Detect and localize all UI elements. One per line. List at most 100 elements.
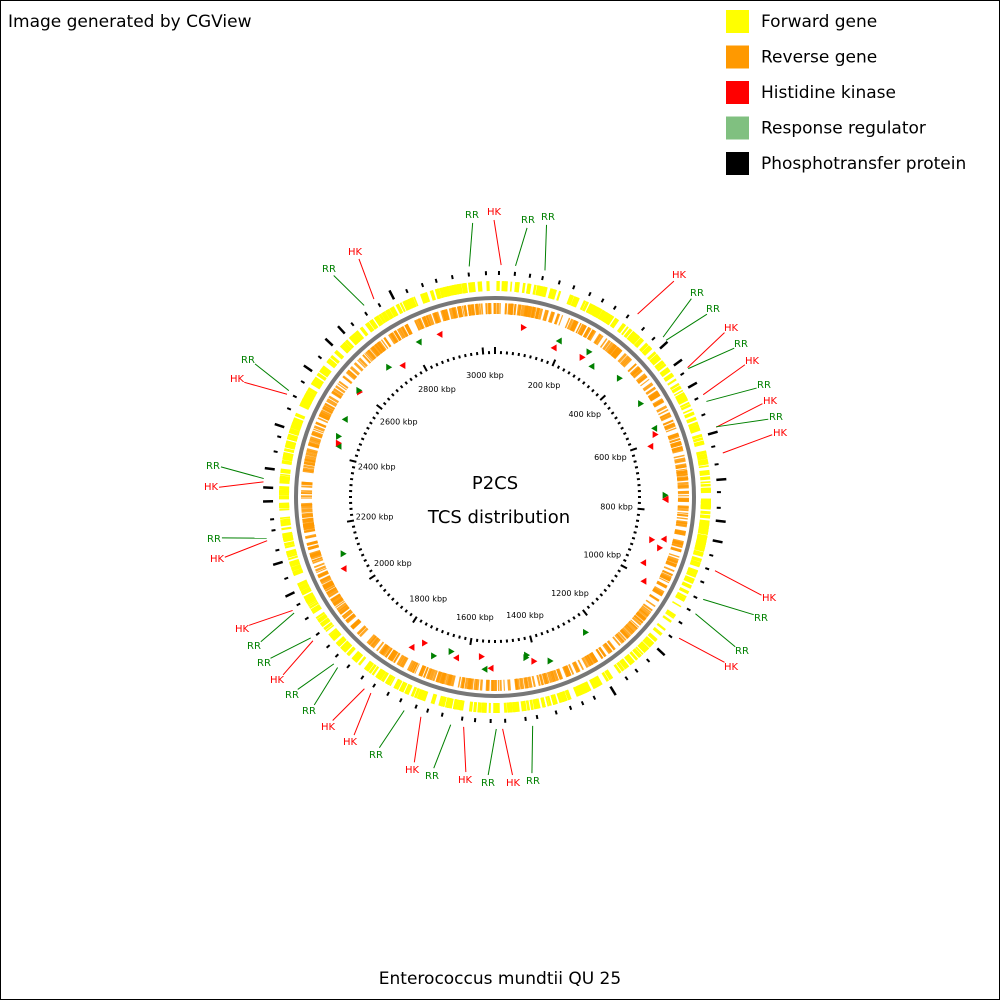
phosphotransfer-tick xyxy=(693,595,698,599)
forward-gene xyxy=(635,646,644,656)
reverse-gene xyxy=(401,657,409,668)
ruler-tick xyxy=(391,393,395,397)
forward-gene xyxy=(460,700,465,711)
phosphotransfer-tick xyxy=(678,620,683,625)
reverse-gene xyxy=(311,433,323,438)
phosphotransfer-tick xyxy=(646,658,651,663)
reverse-gene xyxy=(303,526,315,531)
callout-label: HK xyxy=(405,765,420,776)
reverse-gene xyxy=(382,646,391,657)
tcs-marker xyxy=(335,439,342,447)
reverse-gene xyxy=(328,590,339,598)
reverse-gene xyxy=(581,657,589,669)
ruler-label: 400 kbp xyxy=(568,410,601,419)
forward-gene xyxy=(590,677,599,689)
reverse-gene xyxy=(677,509,689,512)
reverse-gene xyxy=(513,304,517,316)
forward-gene xyxy=(606,315,614,326)
forward-gene xyxy=(678,398,689,405)
forward-gene xyxy=(320,618,331,628)
ruler-tick xyxy=(620,426,624,430)
callout-label: RR xyxy=(207,534,221,545)
forward-gene xyxy=(443,286,448,298)
reverse-gene xyxy=(675,463,687,468)
callout-line xyxy=(687,332,725,369)
reverse-gene xyxy=(633,614,644,624)
forward-gene xyxy=(395,303,403,315)
callout-line xyxy=(433,724,452,769)
forward-gene xyxy=(355,653,364,663)
ruler-tick xyxy=(627,442,632,446)
reverse-gene xyxy=(366,350,375,360)
forward-gene xyxy=(623,655,633,666)
callout-label: RR xyxy=(526,776,540,787)
reverse-gene xyxy=(595,334,604,346)
callout-label: HK xyxy=(348,247,363,258)
reverse-gene xyxy=(675,521,688,527)
reverse-gene xyxy=(475,679,480,691)
tcs-marker xyxy=(478,653,485,661)
forward-gene xyxy=(282,532,293,538)
forward-gene xyxy=(516,701,520,712)
forward-gene xyxy=(603,313,612,324)
tcs-marker xyxy=(336,432,343,440)
forward-gene xyxy=(698,460,709,466)
forward-gene xyxy=(369,664,377,674)
ruler-tick xyxy=(540,631,544,636)
reverse-gene xyxy=(641,605,652,614)
reverse-gene xyxy=(507,679,511,691)
forward-gene xyxy=(677,396,688,404)
forward-gene xyxy=(356,330,365,340)
forward-gene xyxy=(351,650,360,660)
reverse-gene xyxy=(558,314,564,326)
reverse-gene xyxy=(553,313,560,325)
reverse-gene xyxy=(350,619,361,629)
phosphotransfer-tick xyxy=(554,710,558,715)
ruler-tick xyxy=(429,365,434,369)
reverse-gene xyxy=(471,678,475,690)
reverse-gene xyxy=(380,644,390,656)
forward-gene xyxy=(452,284,457,295)
phosphotransfer-tick xyxy=(274,422,285,429)
tcs-marker xyxy=(386,363,393,371)
phosphotransfer-tick xyxy=(286,407,292,411)
forward-gene xyxy=(279,516,291,520)
forward-gene xyxy=(380,311,389,323)
ruler-label: 1600 kbp xyxy=(456,613,494,622)
forward-gene xyxy=(418,689,425,700)
forward-gene xyxy=(624,328,633,339)
phosphotransfer-tick xyxy=(399,698,403,703)
reverse-gene xyxy=(411,662,418,673)
ruler-tick xyxy=(458,355,461,359)
reverse-gene xyxy=(660,574,671,581)
phosphotransfer-tick xyxy=(272,560,284,567)
reverse-gene xyxy=(372,639,381,649)
reverse-gene xyxy=(380,339,389,350)
forward-gene xyxy=(650,355,660,364)
callout-label: RR xyxy=(285,690,299,701)
reverse-gene xyxy=(301,485,313,488)
callout-line xyxy=(714,570,762,596)
ruler-tick xyxy=(368,574,376,580)
reverse-gene xyxy=(448,308,454,320)
forward-gene xyxy=(282,456,293,461)
forward-gene xyxy=(282,455,293,459)
forward-gene xyxy=(676,395,687,403)
forward-gene xyxy=(550,289,557,300)
reverse-gene xyxy=(442,673,447,684)
reverse-gene xyxy=(652,398,663,406)
reverse-gene xyxy=(642,382,653,391)
forward-gene xyxy=(463,283,467,294)
ruler-tick xyxy=(369,421,373,425)
forward-gene xyxy=(286,551,297,556)
forward-gene xyxy=(420,293,428,304)
reverse-gene xyxy=(357,359,366,369)
phosphotransfer-tick xyxy=(659,340,669,350)
ruler-tick xyxy=(620,564,628,570)
forward-gene xyxy=(686,571,697,578)
forward-gene xyxy=(506,702,510,713)
forward-gene xyxy=(379,671,387,681)
callout-label: RR xyxy=(425,771,439,782)
forward-gene xyxy=(314,376,324,384)
forward-gene xyxy=(289,560,301,568)
